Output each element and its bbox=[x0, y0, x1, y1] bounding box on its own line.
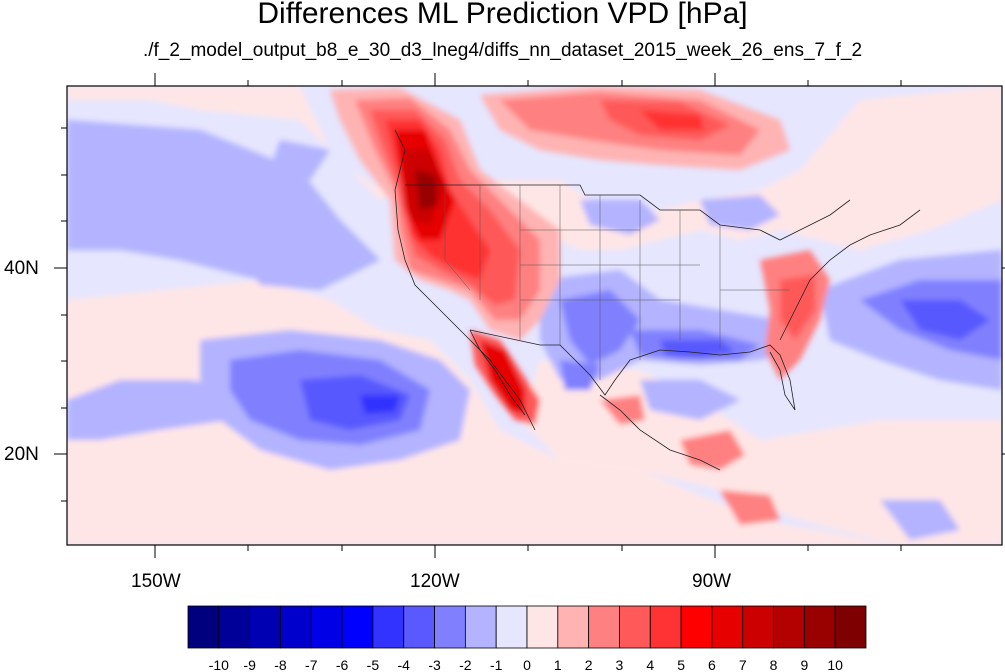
colorbar-label: 9 bbox=[800, 657, 808, 672]
colorbar-swatch bbox=[218, 605, 251, 649]
colorbar-swatch bbox=[773, 605, 805, 649]
colorbar-label: 6 bbox=[708, 657, 716, 672]
map-ticks bbox=[54, 73, 1005, 558]
colorbar-swatch bbox=[742, 605, 774, 649]
colorbar-swatch bbox=[464, 605, 497, 649]
colorbar-swatch bbox=[649, 605, 682, 649]
map-field bbox=[67, 86, 1002, 545]
colorbar-label: -9 bbox=[243, 657, 256, 672]
colorbar-swatch bbox=[557, 605, 590, 649]
colorbar-label: -1 bbox=[490, 657, 503, 672]
colorbar-label: 5 bbox=[677, 657, 685, 672]
colorbar-swatch bbox=[280, 605, 312, 649]
colorbar-swatch bbox=[588, 605, 620, 649]
colorbar-label: 10 bbox=[827, 657, 843, 672]
colorbar-label: -3 bbox=[428, 657, 441, 672]
colorbar-label: -8 bbox=[274, 657, 287, 672]
colorbar-swatch bbox=[434, 605, 466, 649]
colorbar-label: 1 bbox=[554, 657, 562, 672]
colorbar-swatch bbox=[495, 605, 528, 649]
colorbar-label: -2 bbox=[459, 657, 472, 672]
colorbar-swatch bbox=[526, 605, 559, 649]
colorbar-label: -5 bbox=[367, 657, 380, 672]
colorbar-label: -4 bbox=[398, 657, 411, 672]
colorbar-swatch bbox=[680, 605, 713, 649]
colorbar-label: 2 bbox=[585, 657, 593, 672]
colorbar-label: 3 bbox=[616, 657, 624, 672]
colorbar-label: -10 bbox=[209, 657, 229, 672]
lon-label-90w: 90W bbox=[692, 571, 732, 592]
colorbar-label: 7 bbox=[739, 657, 747, 672]
lon-label-150w: 150W bbox=[131, 571, 181, 592]
colorbar-label: 0 bbox=[523, 657, 531, 672]
colorbar-swatch bbox=[803, 605, 836, 649]
colorbar-swatch bbox=[403, 605, 435, 649]
colorbar-swatch bbox=[372, 605, 405, 649]
colorbar-label: -6 bbox=[336, 657, 349, 672]
colorbar-swatch bbox=[711, 605, 744, 649]
colorbar-swatch bbox=[619, 605, 651, 649]
lon-label-120w: 120W bbox=[410, 571, 460, 592]
colorbar-label: 4 bbox=[646, 657, 654, 672]
chart-title: Differences ML Prediction VPD [hPa] bbox=[257, 0, 748, 30]
lat-label-20n: 20N bbox=[4, 444, 39, 465]
colorbar-label: 8 bbox=[770, 657, 778, 672]
colorbar-swatch bbox=[249, 605, 281, 649]
colorbar-swatch bbox=[187, 605, 220, 649]
colorbar-swatch bbox=[834, 605, 867, 649]
lat-label-40n: 40N bbox=[4, 258, 39, 279]
colorbar-swatch bbox=[310, 605, 343, 649]
chart-subtitle: ./f_2_model_output_b8_e_30_d3_lneg4/diff… bbox=[142, 40, 863, 61]
colorbar-swatch bbox=[341, 605, 374, 649]
colorbar-label: -7 bbox=[305, 657, 318, 672]
